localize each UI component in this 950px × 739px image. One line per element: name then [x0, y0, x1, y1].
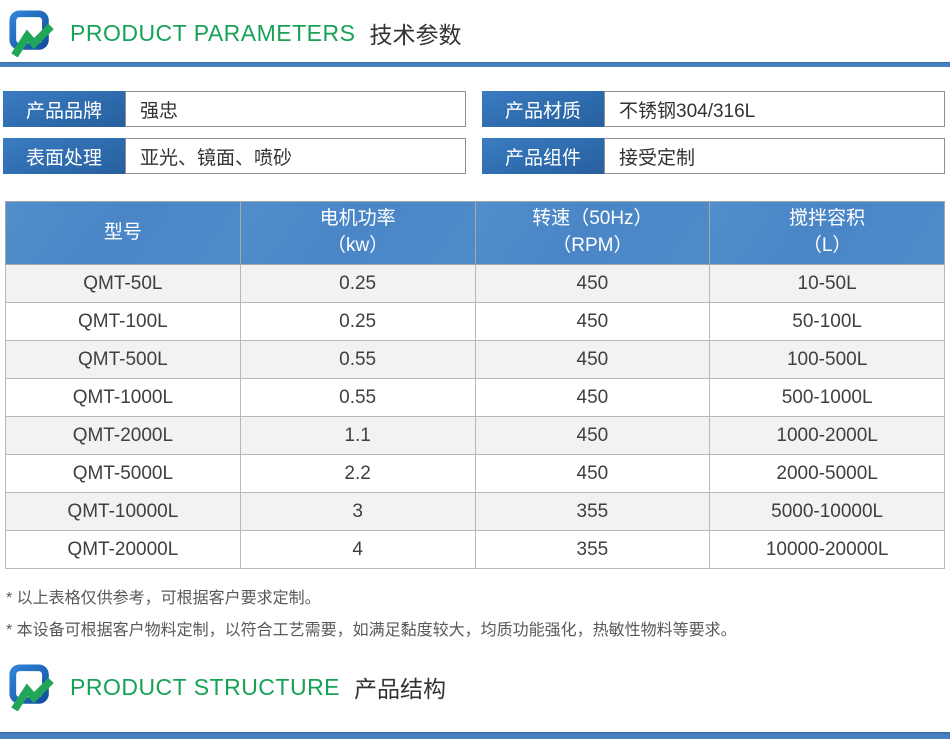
table-cell: 0.25 [239, 302, 476, 341]
table-cell: QMT-50L [5, 264, 241, 303]
field-product-brand: 产品品牌 强忠 [3, 91, 466, 127]
footnotes: * 以上表格仅供参考，可根据客户要求定制。 * 本设备可根据客户物料定制，以符合… [0, 569, 950, 647]
field-surface-treatment: 表面处理 亚光、镜面、喷砂 [3, 138, 466, 174]
table-row: QMT-20000L 4 355 10000-20000L [5, 530, 945, 569]
header-row: 型号 电机功率 （kw） 转速（50Hz） （RPM） 搅拌容积 （L） [5, 201, 945, 265]
column-header-mixing-volume: 搅拌容积 （L） [709, 201, 945, 265]
table-cell: 450 [474, 340, 711, 379]
brand-logo-icon [9, 664, 54, 711]
section-title-zh: 产品结构 [354, 676, 447, 702]
table-row: QMT-5000L 2.2 450 2000-5000L [5, 454, 945, 493]
table-row: QMT-10000L 3 355 5000-10000L [5, 492, 945, 531]
field-value: 接受定制 [604, 138, 945, 174]
brand-logo-icon [9, 10, 54, 57]
table-row: QMT-50L 0.25 450 10-50L [5, 264, 945, 303]
table-cell: QMT-1000L [5, 378, 241, 417]
table-cell: 1000-2000L [709, 416, 945, 455]
table-cell: 10000-20000L [709, 530, 945, 569]
table-cell: 0.55 [239, 340, 476, 379]
field-value: 强忠 [125, 91, 466, 127]
field-value: 不锈钢304/316L [604, 91, 945, 127]
section-header-structure: PRODUCT STRUCTURE 产品结构 [0, 647, 950, 716]
table-cell: 500-1000L [709, 378, 945, 417]
spec-fields: 产品品牌 强忠 产品材质 不锈钢304/316L 表面处理 亚光、镜面、喷砂 产… [0, 67, 950, 174]
field-label: 产品材质 [482, 91, 604, 127]
table-cell: QMT-100L [5, 302, 241, 341]
table-cell: 100-500L [709, 340, 945, 379]
table-cell: 2.2 [239, 454, 476, 493]
table-row: QMT-2000L 1.1 450 1000-2000L [5, 416, 945, 455]
field-label: 产品组件 [482, 138, 604, 174]
table-cell: 450 [474, 264, 711, 303]
table-cell: 3 [239, 492, 476, 531]
table-row: QMT-500L 0.55 450 100-500L [5, 340, 945, 379]
table-cell: 450 [474, 454, 711, 493]
field-product-components: 产品组件 接受定制 [482, 138, 945, 174]
section-header-parameters: PRODUCT PARAMETERS 技术参数 [0, 0, 950, 62]
table-cell: 355 [474, 530, 711, 569]
table-cell: 450 [474, 378, 711, 417]
table-cell: 1.1 [239, 416, 476, 455]
spec-table-head: 型号 电机功率 （kw） 转速（50Hz） （RPM） 搅拌容积 （L） [5, 201, 945, 265]
column-header-motor-power: 电机功率 （kw） [239, 201, 476, 265]
field-label: 产品品牌 [3, 91, 125, 127]
table-cell: 450 [474, 416, 711, 455]
table-cell: QMT-5000L [5, 454, 241, 493]
footnote-line: * 以上表格仅供参考，可根据客户要求定制。 [6, 590, 321, 607]
table-cell: QMT-20000L [5, 530, 241, 569]
field-label: 表面处理 [3, 138, 125, 174]
spec-table: 型号 电机功率 （kw） 转速（50Hz） （RPM） 搅拌容积 （L） QMT… [5, 201, 945, 569]
column-header-speed: 转速（50Hz） （RPM） [474, 201, 711, 265]
table-cell: QMT-2000L [5, 416, 241, 455]
column-header-model: 型号 [5, 201, 241, 265]
spec-table-body: QMT-50L 0.25 450 10-50L QMT-100L 0.25 450 50-10… [5, 264, 945, 569]
header-divider [0, 62, 950, 67]
field-product-material: 产品材质 不锈钢304/316L [482, 91, 945, 127]
table-cell: 10-50L [709, 264, 945, 303]
table-cell: 50-100L [709, 302, 945, 341]
table-cell: 2000-5000L [709, 454, 945, 493]
field-value: 亚光、镜面、喷砂 [125, 138, 466, 174]
table-cell: QMT-10000L [5, 492, 241, 531]
section-title-zh: 技术参数 [369, 22, 462, 48]
table-cell: 5000-10000L [709, 492, 945, 531]
table-cell: 355 [474, 492, 711, 531]
table-cell: 450 [474, 302, 711, 341]
table-cell: 4 [239, 530, 476, 569]
footnote-line: * 本设备可根据客户物料定制，以符合工艺需要，如满足黏度较大，均质功能强化，热敏… [6, 622, 737, 639]
table-cell: QMT-500L [5, 340, 241, 379]
bottom-divider [0, 732, 950, 739]
section-title-en: PRODUCT PARAMETERS [70, 19, 356, 46]
table-row: QMT-100L 0.25 450 50-100L [5, 302, 945, 341]
table-cell: 0.55 [239, 378, 476, 417]
table-cell: 0.25 [239, 264, 476, 303]
section-title-en: PRODUCT STRUCTURE [70, 673, 341, 700]
table-row: QMT-1000L 0.55 450 500-1000L [5, 378, 945, 417]
